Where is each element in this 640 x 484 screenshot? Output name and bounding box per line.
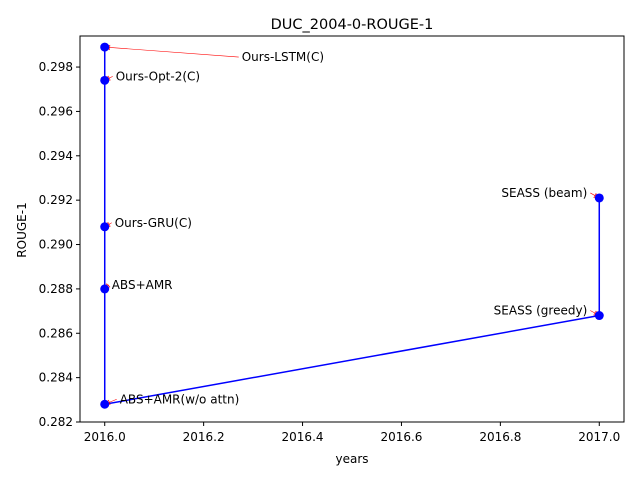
x-tick-label: 2016.8 xyxy=(479,430,521,444)
data-point-marker xyxy=(594,193,604,203)
data-point-marker xyxy=(100,222,110,232)
x-tick-label: 2017.0 xyxy=(578,430,620,444)
y-tick-label: 0.282 xyxy=(39,415,73,429)
point-label: SEASS (greedy) xyxy=(494,304,588,318)
y-tick-label: 0.284 xyxy=(39,371,73,385)
point-label: Ours-Opt-2(C) xyxy=(116,69,200,83)
data-point-marker xyxy=(100,284,110,294)
y-tick-label: 0.288 xyxy=(39,282,73,296)
x-tick-label: 2016.6 xyxy=(380,430,422,444)
x-axis-ticks: 2016.0 2016.2 2016.4 2016.6 2016.8 2017.0 xyxy=(84,422,620,444)
y-tick-label: 0.286 xyxy=(39,326,73,340)
chart-title: DUC_2004-0-ROUGE-1 xyxy=(271,17,434,33)
data-point-marker xyxy=(100,42,110,52)
x-tick-label: 2016.2 xyxy=(183,430,225,444)
y-tick-label: 0.296 xyxy=(39,104,73,118)
annotations-group: Ours-LSTM(C) Ours-Opt-2(C) Ours-GRU(C) ABS+… xyxy=(103,44,600,406)
annotation-arrow xyxy=(104,46,239,58)
y-axis-label: ROUGE-1 xyxy=(15,202,29,257)
data-point-marker xyxy=(594,311,604,321)
y-axis-ticks: 0.282 0.284 0.286 0.288 0.290 0.292 0.294 0.296… xyxy=(39,60,80,429)
x-axis-label: years xyxy=(335,452,368,466)
point-label: ABS+AMR xyxy=(112,278,173,292)
data-point-marker xyxy=(100,75,110,85)
point-label: SEASS (beam) xyxy=(501,186,587,200)
point-label: ABS+AMR(w/o attn) xyxy=(120,392,240,406)
y-tick-label: 0.294 xyxy=(39,149,73,163)
data-point-marker xyxy=(100,399,110,409)
point-label: Ours-GRU(C) xyxy=(115,216,192,230)
markers-group xyxy=(100,42,604,409)
x-tick-label: 2016.0 xyxy=(84,430,126,444)
x-tick-label: 2016.4 xyxy=(282,430,324,444)
y-tick-label: 0.298 xyxy=(39,60,73,74)
y-tick-label: 0.290 xyxy=(39,238,73,252)
plot-area-frame xyxy=(79,35,625,423)
y-tick-label: 0.292 xyxy=(39,193,73,207)
point-label: Ours-LSTM(C) xyxy=(242,50,324,64)
